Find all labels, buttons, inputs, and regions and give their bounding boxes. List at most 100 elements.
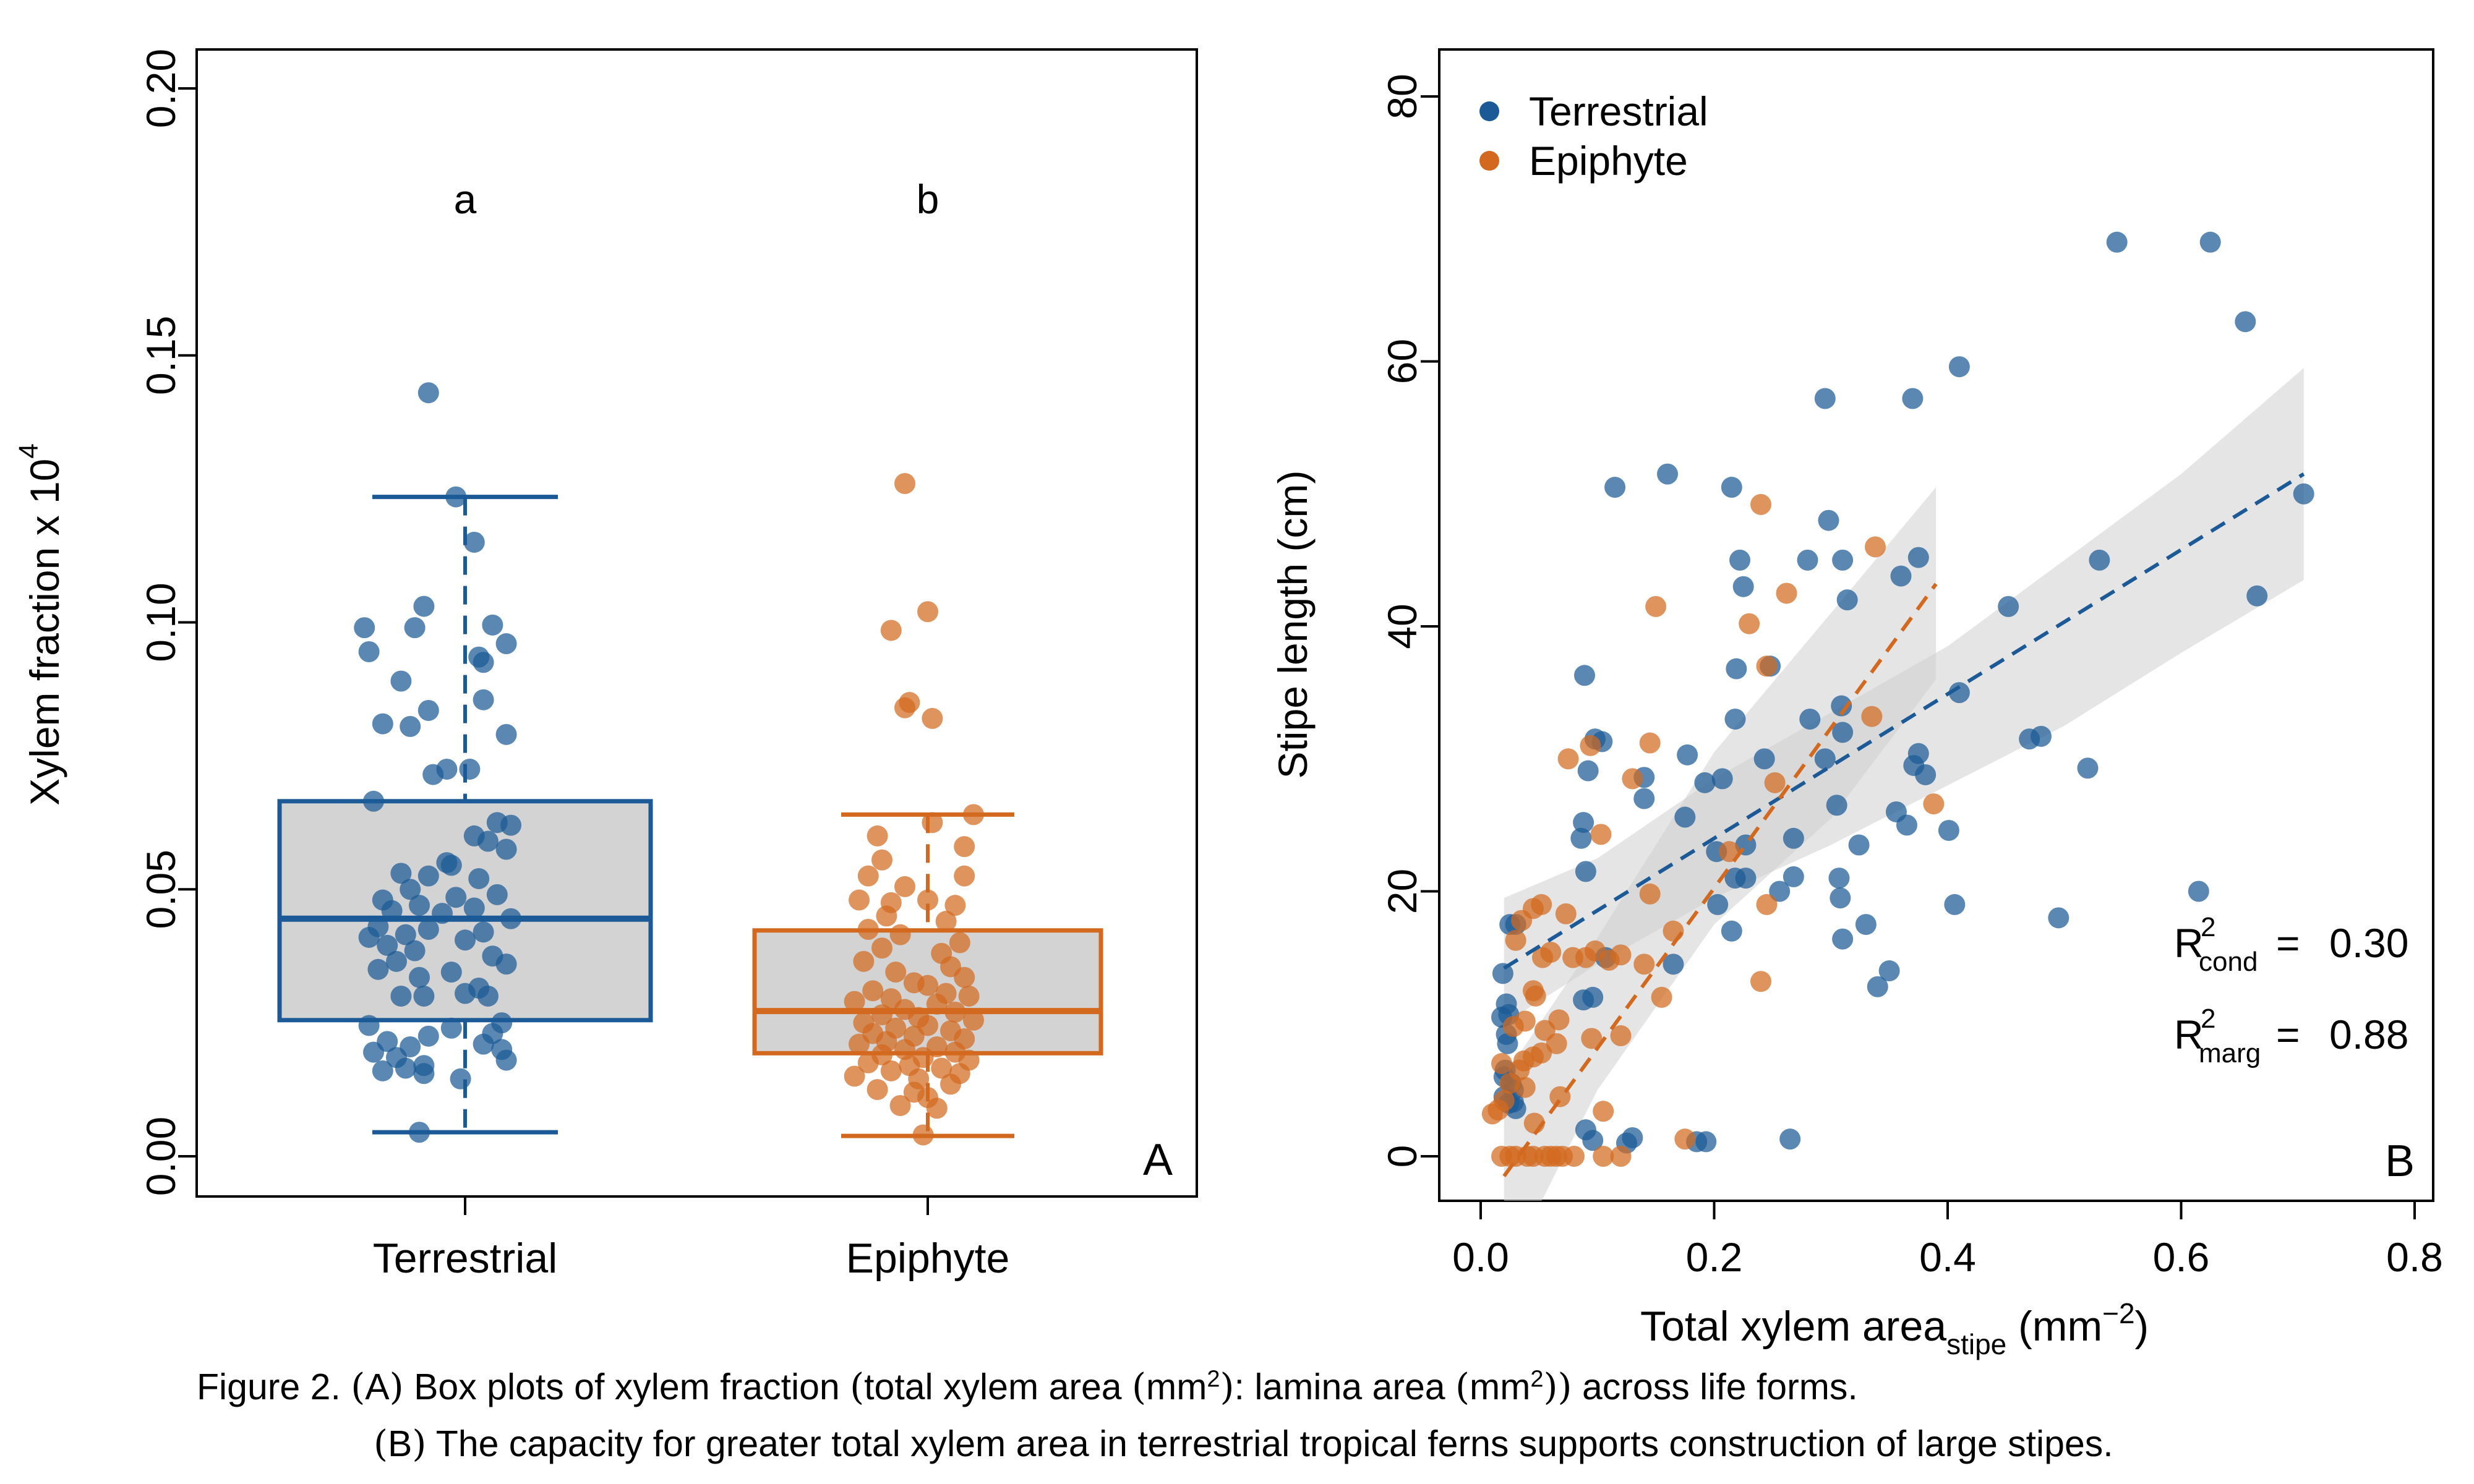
caption-line-1: Figure 2. (A) Box plots of xylem fractio… <box>197 1365 1858 1408</box>
caption-denominator: lamina area <box>1254 1367 1445 1407</box>
panel-b-point-terrestrial-13 <box>1818 510 1839 531</box>
panel-b-ytick-label-4: 80 <box>1379 74 1425 119</box>
r-squared-superscript-marg: 2 <box>2201 1004 2215 1034</box>
panel-a-point-terrestrial-15 <box>495 723 517 745</box>
panel-b-point-epiphyte-10 <box>1622 768 1643 790</box>
panel-b-xlabel-main: Total xylem area <box>1640 1303 1946 1350</box>
panel-a-point-epiphyte-70 <box>912 1124 934 1146</box>
panel-b-xlabel-subscript: stipe <box>1946 1328 2006 1360</box>
panel-b-point-terrestrial-46 <box>1674 806 1696 828</box>
panel-b-point-terrestrial-12 <box>1721 477 1742 498</box>
panel-b-point-terrestrial-28 <box>1832 722 1854 743</box>
panel-b-point-terrestrial-23 <box>1948 682 1970 704</box>
panel-a-point-terrestrial-75 <box>395 1057 416 1079</box>
panel-a-point-epiphyte-10 <box>871 849 892 871</box>
panel-b-point-epiphyte-0 <box>1750 493 1771 515</box>
panel-b-point-epiphyte-30 <box>1610 944 1632 966</box>
panel-a-point-terrestrial-52 <box>440 962 462 983</box>
panel-b-xtick-label-1: 0.2 <box>1686 1234 1743 1280</box>
panel-a-point-epiphyte-25 <box>853 950 875 972</box>
panel-a-point-terrestrial-76 <box>409 1122 430 1143</box>
panel-a-point-epiphyte-59 <box>931 1057 952 1079</box>
panel-b-point-terrestrial-27 <box>1724 708 1746 730</box>
panel-a-point-terrestrial-58 <box>390 985 412 1007</box>
panel-a-point-terrestrial-45 <box>455 929 476 951</box>
panel-b-ytick-label-1: 20 <box>1379 869 1425 914</box>
panel-b-point-terrestrial-75 <box>1867 976 1888 997</box>
panel-b-point-epiphyte-7 <box>1639 732 1661 754</box>
panel-a-group-letter-0: a <box>454 176 477 222</box>
panel-a-point-terrestrial-14 <box>372 713 393 735</box>
panel-a-point-epiphyte-52 <box>894 1039 915 1060</box>
panel-a-point-terrestrial-25 <box>495 838 517 860</box>
panel-a-point-epiphyte-38 <box>944 1001 966 1023</box>
panel-b-xtick-label-2: 0.4 <box>1919 1234 1976 1280</box>
panel-a-point-terrestrial-27 <box>440 855 462 876</box>
panel-a-point-terrestrial-28 <box>390 863 412 884</box>
panel-a-point-terrestrial-5 <box>482 614 503 636</box>
panel-b-point-terrestrial-56 <box>1575 861 1596 882</box>
panel-b-point-terrestrial-55 <box>1848 834 1870 856</box>
panel-b-point-epiphyte-52 <box>1593 1101 1614 1122</box>
panel-b-point-terrestrial-60 <box>1735 868 1757 889</box>
panel-a-point-terrestrial-51 <box>367 958 389 980</box>
panel-b-point-terrestrial-43 <box>1915 764 1937 785</box>
panel-b-label: B <box>2385 1136 2415 1186</box>
panel-a-ylabel: Xylem fraction x 104 <box>14 443 68 806</box>
panel-b-ytick-label-2: 40 <box>1379 603 1425 649</box>
panel-b-point-terrestrial-9 <box>1814 388 1836 409</box>
panel-a-point-terrestrial-47 <box>404 940 426 962</box>
panel-b-point-terrestrial-45 <box>1573 812 1594 834</box>
r-squared-equals-cond: = <box>2276 920 2300 966</box>
panel-a-point-epiphyte-39 <box>871 1004 892 1026</box>
panel-a-point-terrestrial-39 <box>500 908 521 929</box>
panel-a-point-terrestrial-35 <box>409 895 430 916</box>
panel-b-xlabel-unit: (mm <box>2006 1303 2102 1350</box>
panel-b-point-terrestrial-7 <box>1948 356 1970 378</box>
panel-a-point-epiphyte-41 <box>963 1009 984 1031</box>
panel-a-point-epiphyte-23 <box>871 937 892 959</box>
fit-line-epiphyte <box>1502 582 1938 1177</box>
panel-b-point-terrestrial-63 <box>1707 893 1729 915</box>
panel-b-point-terrestrial-1 <box>2199 231 2221 253</box>
panel-a-point-terrestrial-30 <box>468 868 490 889</box>
panel-b-point-epiphyte-31 <box>1651 986 1672 1008</box>
panel-b-point-epiphyte-23 <box>1540 942 1562 963</box>
panel-a-point-terrestrial-22 <box>500 814 521 836</box>
panel-a-point-terrestrial-41 <box>417 919 439 940</box>
panel-a-point-epiphyte-9 <box>954 836 975 858</box>
panel-a-point-terrestrial-33 <box>445 887 467 908</box>
panel-b-point-epiphyte-24 <box>1505 929 1526 951</box>
legend-marker-epiphyte <box>1479 151 1499 171</box>
panel-a-point-terrestrial-36 <box>463 897 485 919</box>
panel-a-point-terrestrial-70 <box>495 1049 517 1071</box>
panel-b-point-terrestrial-8 <box>1902 388 1924 409</box>
panel-b-point-epiphyte-11 <box>1764 772 1786 793</box>
panel-b-point-epiphyte-29 <box>1633 953 1655 975</box>
panel-b-xlabel-close: ) <box>2135 1303 2149 1350</box>
panel-a-point-epiphyte-4 <box>894 697 915 719</box>
panel-b-point-terrestrial-48 <box>1826 795 1847 816</box>
panel-a-point-terrestrial-43 <box>395 924 416 945</box>
panel-a-point-epiphyte-20 <box>857 919 879 940</box>
r-squared-equals-marg: = <box>2276 1012 2300 1057</box>
panel-a-point-terrestrial-29 <box>417 865 439 887</box>
panel-a-ylabel-superscript: 4 <box>14 443 44 458</box>
panel-a-point-terrestrial-16 <box>400 715 421 737</box>
panel-b-point-epiphyte-54 <box>1493 1090 1515 1112</box>
panel-b-point-terrestrial-34 <box>1814 748 1836 770</box>
panel-a-point-epiphyte-64 <box>940 1073 961 1095</box>
panel-b-xtick-label-4: 0.8 <box>2386 1234 2443 1280</box>
panel-a-point-epiphyte-2 <box>880 620 902 641</box>
panel-a-point-epiphyte-31 <box>862 980 884 1002</box>
panel-a-point-epiphyte-18 <box>876 905 897 927</box>
panel-b-point-epiphyte-6 <box>1861 706 1883 727</box>
panel-b-point-epiphyte-65 <box>1546 1146 1567 1167</box>
panel-b-point-epiphyte-40 <box>1581 1028 1603 1049</box>
panel-a-point-epiphyte-35 <box>844 991 865 1012</box>
panel-b-plot-area <box>1481 231 2314 1201</box>
panel-b-point-terrestrial-74 <box>1878 960 1900 982</box>
panel-a-point-epiphyte-12 <box>954 865 975 887</box>
panel-b-point-terrestrial-16 <box>1832 549 1854 571</box>
panel-b-point-terrestrial-14 <box>1797 549 1818 571</box>
